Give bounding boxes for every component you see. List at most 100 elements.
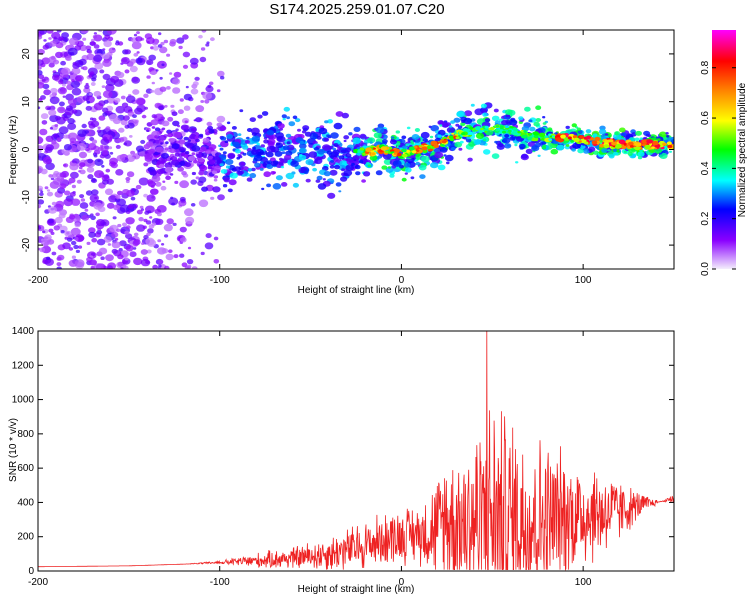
heatmap-cell xyxy=(147,228,154,234)
heatmap-cell xyxy=(280,165,285,169)
heatmap-cell xyxy=(189,138,196,144)
heatmap-cell xyxy=(38,204,42,209)
heatmap-cell xyxy=(414,128,420,132)
heatmap-cell xyxy=(288,121,296,127)
heatmap-cell xyxy=(404,172,408,175)
heatmap-cell xyxy=(237,133,242,137)
heatmap-cell xyxy=(97,227,102,231)
heatmap-cell xyxy=(79,194,85,199)
heatmap-cell xyxy=(120,95,126,100)
heatmap-cell xyxy=(56,262,62,267)
heatmap-cell xyxy=(139,205,144,209)
heatmap-cell xyxy=(253,154,263,162)
heatmap-cell xyxy=(482,138,487,142)
heatmap-cell xyxy=(427,148,433,152)
heatmap-cell xyxy=(171,202,176,206)
heatmap-cell xyxy=(98,146,104,151)
heatmap-cell xyxy=(136,51,140,54)
heatmap-cell xyxy=(164,234,169,238)
heatmap-cell xyxy=(48,174,53,178)
heatmap-cell xyxy=(548,133,552,136)
heatmap-cell xyxy=(299,140,305,145)
heatmap-cell xyxy=(96,220,102,225)
heatmap-cell xyxy=(308,151,318,158)
heatmap-cell xyxy=(108,47,116,54)
heatmap-cell xyxy=(93,54,103,63)
heatmap-cell xyxy=(127,122,135,129)
heatmap-cell xyxy=(147,179,154,184)
heatmap-cell xyxy=(55,51,63,59)
heatmap-cell xyxy=(45,162,55,171)
heatmap-cell xyxy=(200,251,205,256)
heatmap-cell xyxy=(132,114,137,118)
heatmap-cell xyxy=(125,245,134,252)
heatmap-cell xyxy=(67,132,78,141)
heatmap-cell xyxy=(67,237,73,242)
heatmap-cell xyxy=(359,133,367,139)
heatmap-cell xyxy=(322,178,326,181)
heatmap-cell xyxy=(148,148,155,154)
heatmap-cell xyxy=(94,170,104,179)
heatmap-cell xyxy=(292,182,299,188)
heatmap-cell xyxy=(261,111,269,116)
heatmap-cell xyxy=(175,128,179,132)
heatmap-cell xyxy=(207,166,213,170)
heatmap-cell xyxy=(326,150,333,155)
heatmap-cell xyxy=(111,241,121,249)
heatmap-cell xyxy=(586,135,592,140)
heatmap-cell xyxy=(125,176,131,181)
heatmap-cell xyxy=(446,161,450,165)
heatmap-cell xyxy=(94,196,98,200)
heatmap-cell xyxy=(353,126,361,132)
heatmap-cell xyxy=(67,98,77,106)
heatmap-cell xyxy=(272,171,276,174)
heatmap-cell xyxy=(245,136,250,140)
heatmap-cell xyxy=(86,100,91,104)
heatmap-cell xyxy=(251,135,261,142)
heatmap-cell xyxy=(91,189,99,196)
heatmap-cell xyxy=(91,38,95,42)
heatmap-cell xyxy=(276,135,286,143)
heatmap-cell xyxy=(102,136,108,141)
heatmap-cell xyxy=(56,137,61,141)
heatmap-cell xyxy=(67,118,75,124)
heatmap-cell xyxy=(455,123,460,127)
heatmap-cell xyxy=(125,225,131,230)
heatmap-cell xyxy=(158,105,164,111)
heatmap-cell xyxy=(134,119,139,123)
heatmap-cell xyxy=(475,132,485,139)
heatmap-cell xyxy=(384,150,389,154)
heatmap-cell xyxy=(449,125,453,128)
heatmap-cell xyxy=(461,119,466,123)
heatmap-cell xyxy=(57,87,67,95)
heatmap-cell xyxy=(49,40,57,47)
heatmap-cell xyxy=(317,183,327,190)
heatmap-cell xyxy=(68,37,79,46)
heatmap-cell xyxy=(323,171,331,177)
heatmap-cell xyxy=(159,46,168,54)
heatmap-cell xyxy=(496,143,505,150)
heatmap-cell xyxy=(164,265,170,269)
heatmap-cell xyxy=(52,133,59,138)
heatmap-cell xyxy=(144,33,153,40)
heatmap-cell xyxy=(116,154,126,162)
heatmap-cell xyxy=(611,141,617,146)
heatmap-cell xyxy=(195,138,200,143)
heatmap-cell xyxy=(51,31,61,40)
heatmap-cell xyxy=(58,101,65,107)
heatmap-cell xyxy=(136,224,146,232)
heatmap-cell xyxy=(422,138,428,142)
heatmap-cell xyxy=(266,183,272,188)
heatmap-cell xyxy=(504,134,510,138)
heatmap-cell xyxy=(87,143,97,150)
heatmap-cell xyxy=(88,231,96,238)
heatmap-cell xyxy=(351,162,355,166)
heatmap-cell xyxy=(185,151,190,155)
heatmap-cell xyxy=(216,127,220,130)
heatmap-cell xyxy=(48,37,52,40)
heatmap-cell xyxy=(104,34,111,40)
heatmap-cell xyxy=(158,163,165,169)
heatmap-cell xyxy=(135,97,146,106)
heatmap-cell xyxy=(662,142,667,146)
heatmap-cell xyxy=(380,146,387,151)
